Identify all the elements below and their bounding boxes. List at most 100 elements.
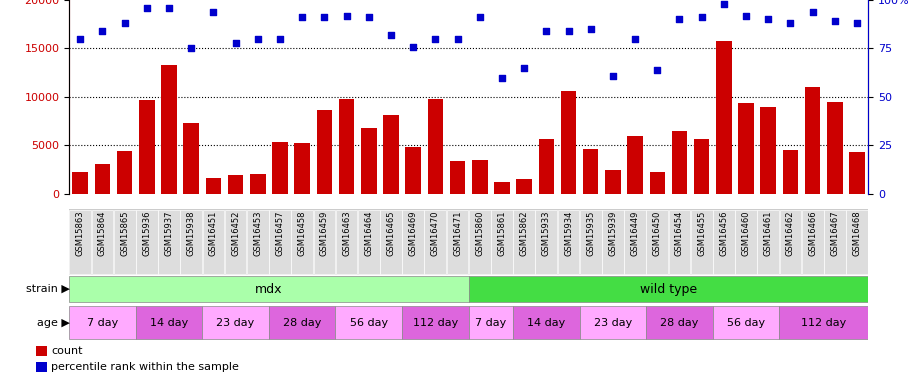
Bar xyxy=(447,210,469,274)
Bar xyxy=(291,210,313,274)
Bar xyxy=(580,306,646,339)
Point xyxy=(273,36,288,42)
Bar xyxy=(136,210,157,274)
Point xyxy=(694,15,709,21)
Bar xyxy=(802,210,824,274)
Bar xyxy=(716,41,732,194)
Bar xyxy=(738,103,753,194)
Text: GSM16470: GSM16470 xyxy=(430,211,440,256)
Text: 14 day: 14 day xyxy=(527,318,565,327)
Bar xyxy=(583,149,599,194)
Text: GSM16461: GSM16461 xyxy=(763,211,773,256)
Point xyxy=(162,5,177,11)
Bar xyxy=(627,136,642,194)
Bar xyxy=(539,139,554,194)
Bar xyxy=(780,210,802,274)
Bar xyxy=(114,210,136,274)
Text: GSM16457: GSM16457 xyxy=(276,211,285,256)
Text: percentile rank within the sample: percentile rank within the sample xyxy=(51,362,238,372)
Text: GSM16463: GSM16463 xyxy=(342,211,351,256)
Text: GSM15938: GSM15938 xyxy=(187,211,196,256)
Bar xyxy=(469,306,513,339)
Text: GSM16468: GSM16468 xyxy=(853,211,862,256)
Point xyxy=(472,15,487,21)
Bar xyxy=(139,100,155,194)
Text: GSM16469: GSM16469 xyxy=(409,211,418,256)
Bar xyxy=(735,210,757,274)
Point xyxy=(495,75,510,81)
Text: 7 day: 7 day xyxy=(86,318,118,327)
Text: GSM16449: GSM16449 xyxy=(631,211,640,256)
Bar xyxy=(804,87,821,194)
Text: GSM16450: GSM16450 xyxy=(652,211,662,256)
Text: GSM16466: GSM16466 xyxy=(808,211,817,256)
Bar xyxy=(535,210,557,274)
Bar xyxy=(206,178,221,194)
Bar xyxy=(424,210,446,274)
Bar xyxy=(161,65,177,194)
Point xyxy=(650,67,664,73)
Bar xyxy=(184,123,199,194)
Bar xyxy=(469,210,490,274)
Text: wild type: wild type xyxy=(640,283,697,296)
Bar xyxy=(561,91,576,194)
Bar xyxy=(602,210,623,274)
Bar xyxy=(361,128,377,194)
Bar xyxy=(824,210,845,274)
Bar xyxy=(472,160,488,194)
Point xyxy=(317,15,331,21)
Bar xyxy=(428,99,443,194)
Point xyxy=(73,36,87,42)
Text: GSM15939: GSM15939 xyxy=(609,211,617,256)
Text: GSM16465: GSM16465 xyxy=(387,211,396,256)
Bar xyxy=(269,210,291,274)
Bar xyxy=(672,131,687,194)
Text: GSM15863: GSM15863 xyxy=(76,211,85,256)
Point xyxy=(716,1,731,7)
Text: GSM16471: GSM16471 xyxy=(453,211,462,256)
Bar xyxy=(136,306,202,339)
Point xyxy=(761,16,775,22)
Text: GSM15864: GSM15864 xyxy=(98,211,107,256)
Bar xyxy=(757,210,779,274)
Text: GSM15861: GSM15861 xyxy=(498,211,507,256)
Bar xyxy=(646,210,668,274)
Text: GSM16460: GSM16460 xyxy=(742,211,751,256)
Bar xyxy=(783,150,798,194)
Text: count: count xyxy=(51,346,83,356)
Bar xyxy=(317,110,332,194)
Bar xyxy=(779,306,868,339)
Bar xyxy=(95,164,110,194)
Bar xyxy=(469,276,868,302)
Text: 7 day: 7 day xyxy=(475,318,507,327)
Bar xyxy=(846,210,868,274)
Bar xyxy=(827,102,843,194)
Text: GSM16456: GSM16456 xyxy=(720,211,728,256)
Bar xyxy=(580,210,602,274)
Text: mdx: mdx xyxy=(255,283,283,296)
Bar xyxy=(383,116,399,194)
Point xyxy=(384,32,399,38)
Text: 56 day: 56 day xyxy=(727,318,765,327)
Text: 56 day: 56 day xyxy=(349,318,388,327)
Point xyxy=(250,36,265,42)
Bar xyxy=(358,210,379,274)
Bar xyxy=(605,170,621,194)
Bar xyxy=(158,210,180,274)
Text: GSM15937: GSM15937 xyxy=(165,211,174,256)
Point xyxy=(628,36,642,42)
Text: 112 day: 112 day xyxy=(801,318,846,327)
Point xyxy=(539,28,553,34)
Bar xyxy=(247,210,268,274)
Bar xyxy=(250,174,266,194)
Point xyxy=(139,5,154,11)
Text: GSM15933: GSM15933 xyxy=(541,211,551,256)
Bar xyxy=(225,210,247,274)
Bar xyxy=(73,172,88,194)
Point xyxy=(428,36,442,42)
Bar xyxy=(516,179,532,194)
Bar xyxy=(650,172,665,194)
Text: GSM16467: GSM16467 xyxy=(830,211,839,256)
Text: GSM16462: GSM16462 xyxy=(786,211,795,256)
Point xyxy=(805,9,820,15)
